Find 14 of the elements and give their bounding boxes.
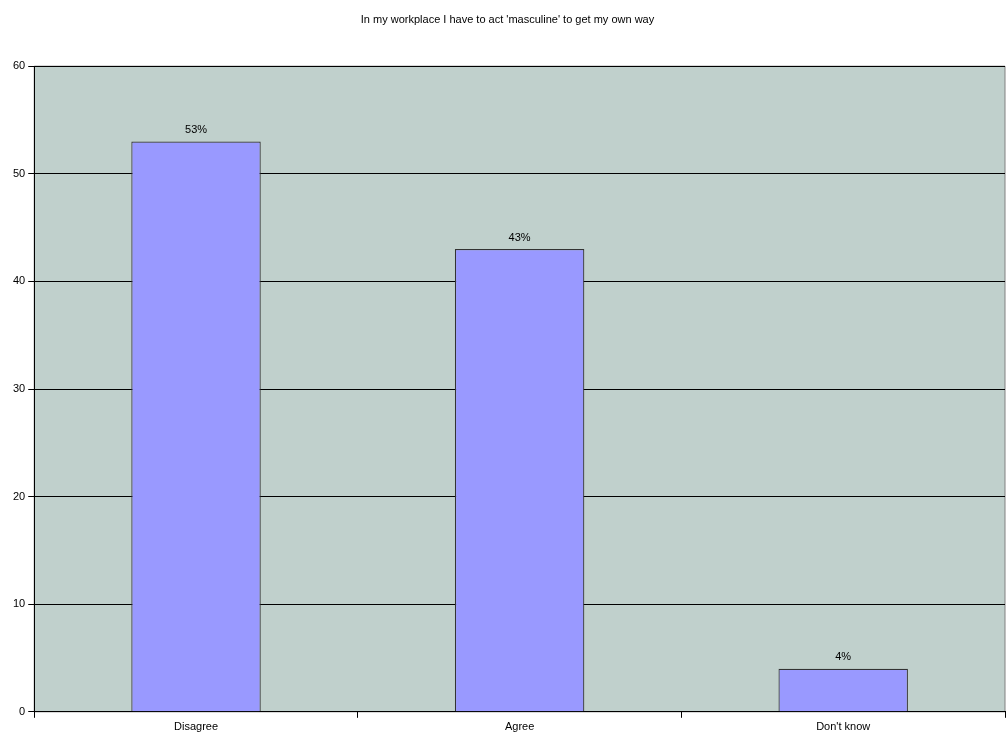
data-label: 43% bbox=[508, 230, 531, 243]
y-tick-label: 30 bbox=[12, 382, 26, 395]
y-tick-label: 50 bbox=[12, 166, 26, 179]
chart-title: In my workplace I have to act 'masculine' to get my own way bbox=[360, 12, 655, 25]
x-tick-label: Disagree bbox=[174, 720, 219, 733]
y-tick-label: 60 bbox=[12, 59, 26, 72]
y-tick-label: 10 bbox=[12, 597, 26, 610]
y-tick-label: 40 bbox=[12, 274, 26, 287]
x-tick-label: Don't know bbox=[816, 720, 871, 733]
x-tick-label: Agree bbox=[504, 720, 535, 733]
y-tick-label: 0 bbox=[19, 704, 26, 717]
data-label: 4% bbox=[835, 650, 852, 663]
y-tick-label: 20 bbox=[12, 489, 26, 502]
data-label: 53% bbox=[185, 123, 208, 136]
